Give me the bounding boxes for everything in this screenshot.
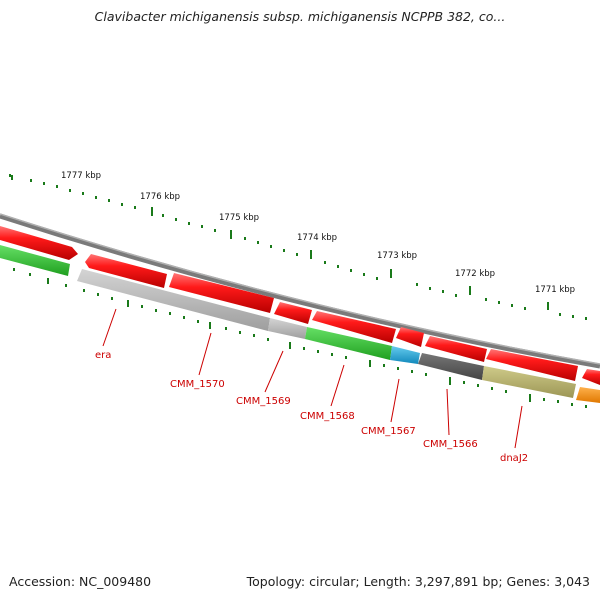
reverse-gene[interactable] xyxy=(0,245,70,276)
reverse-gene-cmm-1566[interactable] xyxy=(418,353,484,380)
scale-label: 1774 kbp xyxy=(297,233,337,243)
forward-strand xyxy=(0,226,600,385)
gene-labels: era CMM_1570 CMM_1569 CMM_1568 CMM_1567 … xyxy=(95,350,528,464)
scale-label: 1775 kbp xyxy=(219,213,259,223)
scale-ticks-inner xyxy=(13,268,587,408)
genome-summary-text: Topology: circular; Length: 3,297,891 bp… xyxy=(246,574,590,589)
forward-gene[interactable] xyxy=(169,273,274,313)
accession-text: Accession: NC_009480 xyxy=(9,574,152,589)
scale-label: 1776 kbp xyxy=(140,192,180,202)
forward-gene[interactable] xyxy=(582,369,600,385)
forward-gene[interactable] xyxy=(85,254,167,288)
gene-label-dnaj2[interactable]: dnaJ2 xyxy=(500,453,528,464)
reverse-gene-cmm-1569[interactable] xyxy=(305,327,392,360)
reverse-gene[interactable] xyxy=(576,387,600,403)
scale-label: 1773 kbp xyxy=(377,251,417,261)
reverse-strand xyxy=(0,245,600,403)
forward-gene[interactable] xyxy=(396,327,424,347)
genome-backbone xyxy=(0,213,600,369)
gene-label-cmm-1570[interactable]: CMM_1570 xyxy=(170,379,225,390)
reverse-gene-era[interactable] xyxy=(77,269,270,331)
gene-label-cmm-1566[interactable]: CMM_1566 xyxy=(423,439,478,450)
reverse-gene-dnaj2[interactable] xyxy=(482,366,576,398)
gene-label-cmm-1569[interactable]: CMM_1569 xyxy=(236,396,291,407)
gene-label-cmm-1568[interactable]: CMM_1568 xyxy=(300,411,355,422)
forward-gene[interactable] xyxy=(312,311,396,343)
forward-gene[interactable] xyxy=(0,226,78,260)
forward-gene[interactable] xyxy=(425,336,487,362)
scale-labels: 1777 kbp 1776 kbp 1775 kbp 1774 kbp 1773… xyxy=(61,171,575,295)
gene-label-era[interactable]: era xyxy=(95,350,111,361)
map-title: Clavibacter michiganensis subsp. michiga… xyxy=(94,9,506,24)
scale-ticks-outer xyxy=(9,174,587,320)
scale-label: 1772 kbp xyxy=(455,269,495,279)
reverse-gene-cmm-1570[interactable] xyxy=(268,318,307,339)
forward-gene[interactable] xyxy=(274,302,312,324)
forward-gene[interactable] xyxy=(486,349,578,381)
gene-label-cmm-1567[interactable]: CMM_1567 xyxy=(361,426,416,437)
scale-ticks-major xyxy=(11,175,549,310)
scale-label: 1777 kbp xyxy=(61,171,101,181)
scale-label: 1771 kbp xyxy=(535,285,575,295)
label-leaders xyxy=(102,308,523,449)
reverse-gene-cmm-1567[interactable] xyxy=(390,346,420,364)
